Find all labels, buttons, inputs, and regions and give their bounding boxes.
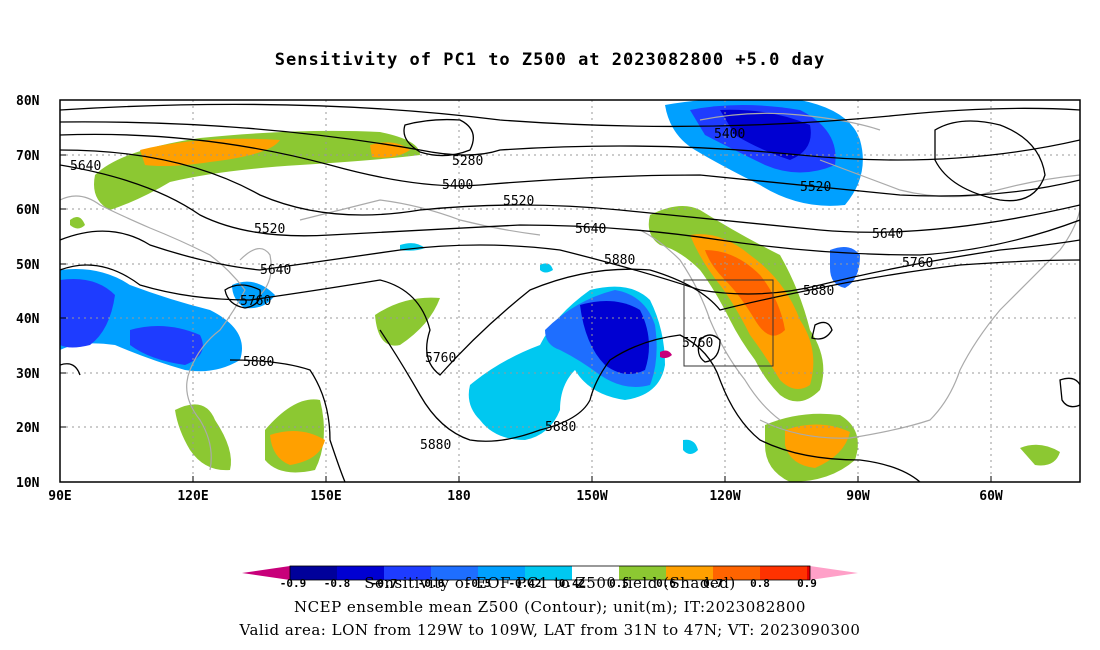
colorbar-label: 0.5: [609, 577, 629, 590]
positive-region-caribbean: [1020, 444, 1060, 466]
x-axis-label: 120E: [177, 489, 208, 504]
contour-label: 5880: [803, 284, 834, 299]
negative-region-japan: [232, 281, 275, 309]
colorbar-swatch: [572, 566, 619, 580]
contour-label: 5520: [254, 222, 285, 237]
contour-label: 5640: [575, 222, 606, 237]
contour-label-group: 5640 5280 5400 5520 5640 5520 5640 5880 …: [70, 127, 933, 453]
positive-core-west-pacific: [270, 431, 325, 465]
x-axis-label: 90E: [48, 489, 71, 504]
x-axis-label: 180: [447, 489, 471, 504]
colorbar-swatch: [760, 566, 807, 580]
colorbar-swatch: [619, 566, 666, 580]
colorbar-swatch: [290, 566, 337, 580]
colorbar-label: 0.6: [656, 577, 676, 590]
colorbar-label: -0.8: [324, 577, 351, 590]
coastlines: [60, 112, 1080, 471]
colorbar: -0.9 -0.8 -0.7 -0.6 -0.5 -0.42 0.42 0.5 …: [242, 565, 858, 590]
x-axis-label: 120W: [709, 489, 740, 504]
footer-line-shaded: Sensitivity of EOF PC1 to Z500 field (Sh…: [364, 574, 736, 592]
contour-label: 5760: [902, 256, 933, 271]
colorbar-swatch: [713, 566, 760, 580]
contour-label: 5520: [800, 180, 831, 195]
y-axis-label: 50N: [16, 258, 40, 273]
colorbar-swatch: [384, 566, 431, 580]
map-title: Sensitivity of PC1 to Z500 at 2023082800…: [274, 50, 826, 70]
positive-max-west-coast: [705, 250, 785, 336]
negative-small-mid: [540, 263, 553, 273]
negative-max-arctic: [720, 109, 811, 160]
positive-core-gulf: [785, 424, 850, 468]
positive-region-minor: [70, 216, 85, 229]
valid-area-box: [683, 279, 774, 367]
z500-contours: [60, 103, 1080, 482]
footer-line-contour: NCEP ensemble mean Z500 (Contour); unit(…: [294, 598, 806, 616]
shaded-sensitivity: [60, 100, 1060, 482]
y-axis-label: 10N: [16, 476, 40, 491]
positive-core-north-pacific: [140, 138, 280, 166]
colorbar-swatch: [666, 566, 713, 580]
colorbar-label: 0.9: [797, 577, 817, 590]
colorbar-label: 0.8: [750, 577, 770, 590]
x-axis-label: 150E: [310, 489, 341, 504]
contour-label: 5640: [260, 263, 291, 278]
colorbar-min-arrow: [242, 566, 290, 580]
negative-max-extreme: [660, 350, 672, 359]
y-axis-label: 70N: [16, 149, 40, 164]
y-axis-label: 40N: [16, 312, 40, 327]
y-axis-label: 30N: [16, 367, 40, 382]
y-axis-label: 80N: [16, 94, 40, 109]
graticule: [60, 100, 1080, 482]
y-axis-labels: 80N 70N 60N 50N 40N 30N 20N 10N: [16, 94, 40, 491]
colorbar-frame: [289, 565, 811, 581]
negative-core-japan-east: [130, 326, 203, 365]
contour-label: 5880: [420, 438, 451, 453]
contour-label: 5880: [545, 420, 576, 435]
colorbar-label: 0.7: [703, 577, 723, 590]
positive-region-midpacific: [375, 297, 440, 346]
y-axis-label: 60N: [16, 203, 40, 218]
colorbar-label: -0.6: [418, 577, 445, 590]
y-axis-label: 20N: [16, 421, 40, 436]
tick-marks: [60, 99, 992, 483]
contour-label: 5640: [872, 227, 903, 242]
colorbar-swatch: [337, 566, 384, 580]
x-axis-label: 150W: [576, 489, 607, 504]
negative-core-west-pacific: [60, 279, 115, 348]
contour-label: 5400: [714, 127, 745, 142]
contour-label: 5400: [442, 178, 473, 193]
negative-small-mexico: [683, 439, 698, 454]
footer-line-valid-area: Valid area: LON from 129W to 109W, LAT f…: [239, 621, 861, 639]
contour-label: 5520: [503, 194, 534, 209]
x-axis-label: 60W: [979, 489, 1003, 504]
colorbar-swatch: [478, 566, 525, 580]
colorbar-swatch: [431, 566, 478, 580]
contour-label: 5280: [452, 154, 483, 169]
contour-label: 5760: [240, 294, 271, 309]
plot-frame: [59, 99, 1081, 483]
colorbar-label: -0.5: [465, 577, 492, 590]
colorbar-label: -0.9: [280, 577, 307, 590]
x-axis-labels: 90E 120E 150E 180 150W 120W 90W 60W: [48, 489, 1003, 504]
colorbar-label: 0.42: [559, 577, 586, 590]
colorbar-label: -0.42: [508, 577, 541, 590]
x-axis-label: 90W: [846, 489, 870, 504]
positive-region-philippine: [175, 404, 231, 471]
contour-label: 5880: [243, 355, 274, 370]
colorbar-label: -0.7: [371, 577, 398, 590]
colorbar-swatch: [525, 566, 572, 580]
negative-max-subtropical: [580, 301, 649, 374]
contour-label: 5880: [604, 253, 635, 268]
contour-label: 5760: [425, 351, 456, 366]
colorbar-max-arrow: [810, 566, 858, 580]
colorbar-swatch: [807, 566, 810, 580]
contour-label: 5640: [70, 159, 101, 174]
contour-label: 5760: [682, 336, 713, 351]
